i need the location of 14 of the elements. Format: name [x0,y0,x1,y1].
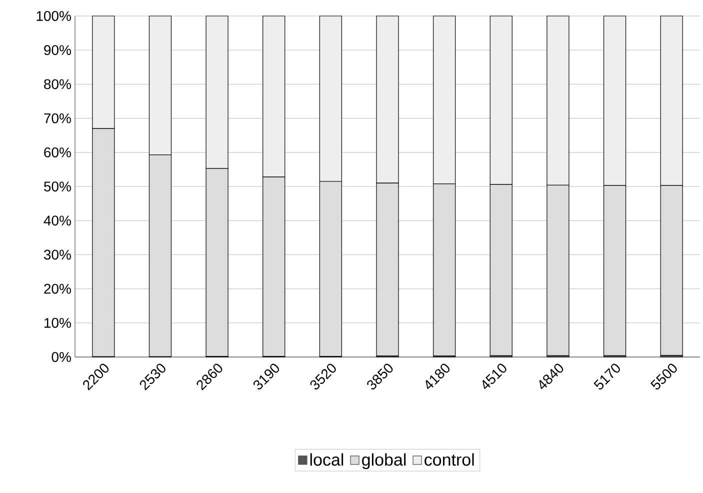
y-tick-label: 0% [52,352,71,362]
y-tick-label: 10% [44,318,71,328]
y-tick-label: 90% [44,45,71,56]
y-tick-label: 40% [44,216,71,226]
y-tick-label: 50% [44,182,71,192]
y-tick-label: 20% [44,284,71,294]
y-tick-label: 100% [36,11,71,21]
legend-label: local [310,453,344,466]
y-tick-label: 60% [44,147,71,158]
legend-label: global [362,453,406,470]
legend-label: control [424,453,474,466]
y-tick-label: 70% [44,113,71,124]
y-tick-label: 80% [44,79,71,90]
y-tick-label: 30% [44,250,71,260]
